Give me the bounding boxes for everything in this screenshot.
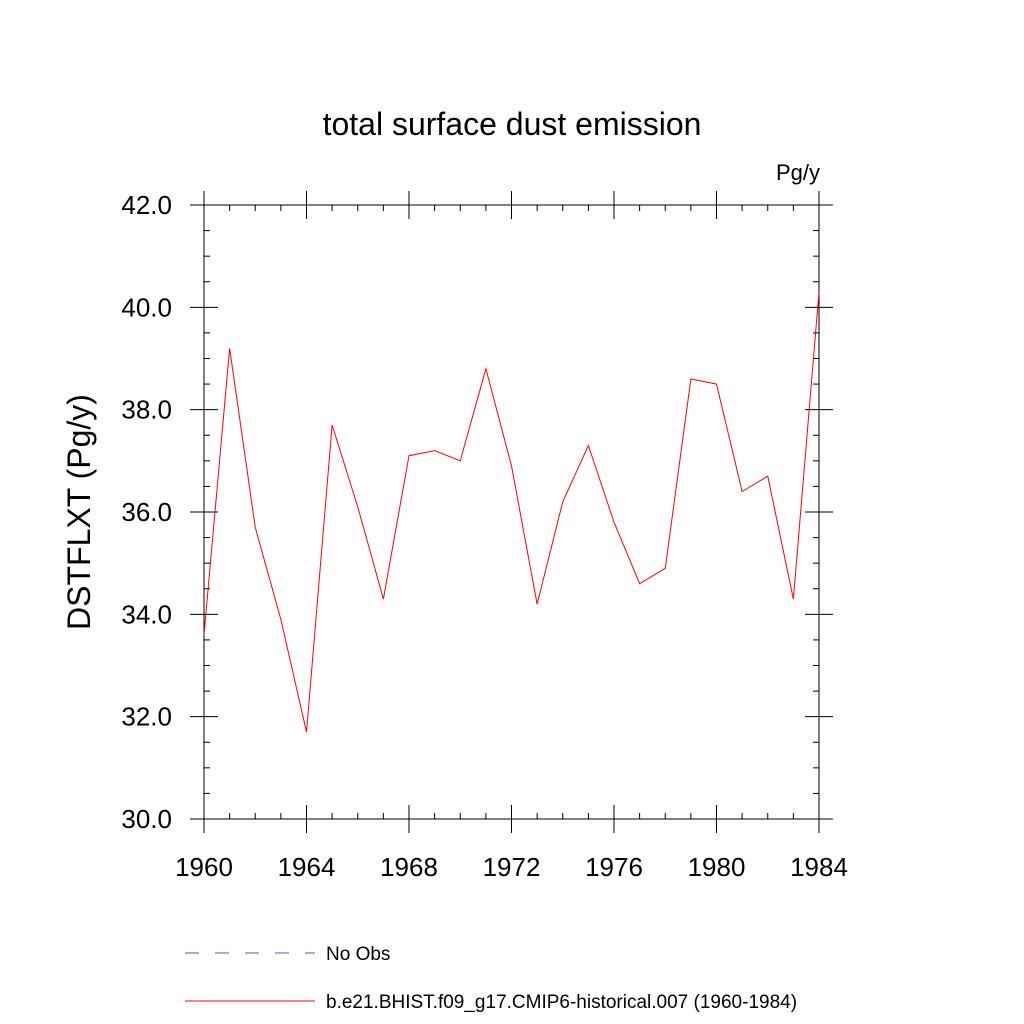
y-tick-label: 30.0	[121, 804, 172, 834]
x-tick-label: 1960	[175, 852, 233, 882]
axis-ticks	[190, 191, 833, 833]
y-tick-label: 32.0	[121, 702, 172, 732]
y-tick-label: 36.0	[121, 497, 172, 527]
units-label: Pg/y	[776, 160, 820, 185]
y-tick-label: 38.0	[121, 395, 172, 425]
plot-frame	[203, 204, 820, 820]
x-tick-label: 1976	[585, 852, 643, 882]
x-tick-label: 1984	[790, 852, 848, 882]
y-tick-label: 40.0	[121, 292, 172, 322]
legend-label-no-obs: No Obs	[326, 944, 390, 965]
chart-title: total surface dust emission	[323, 106, 702, 142]
x-tick-label: 1968	[380, 852, 438, 882]
y-tick-label: 42.0	[121, 190, 172, 220]
x-tick-label: 1964	[278, 852, 336, 882]
x-tick-labels: 1960 1964 1968 1972 1976 1980 1984	[175, 852, 848, 882]
y-tick-labels: 30.0 32.0 34.0 36.0 38.0 40.0 42.0	[121, 190, 172, 834]
x-tick-label: 1972	[483, 852, 541, 882]
series-line	[203, 291, 820, 733]
x-tick-label: 1980	[688, 852, 746, 882]
legend-label-historical: b.e21.BHIST.f09_g17.CMIP6-historical.007…	[326, 992, 797, 1013]
y-tick-label: 34.0	[121, 599, 172, 629]
y-axis-label: DSTFLXT (Pg/y)	[61, 394, 97, 630]
legend: No Obs b.e21.BHIST.f09_g17.CMIP6-histori…	[185, 944, 797, 1013]
series-lines	[203, 291, 820, 733]
